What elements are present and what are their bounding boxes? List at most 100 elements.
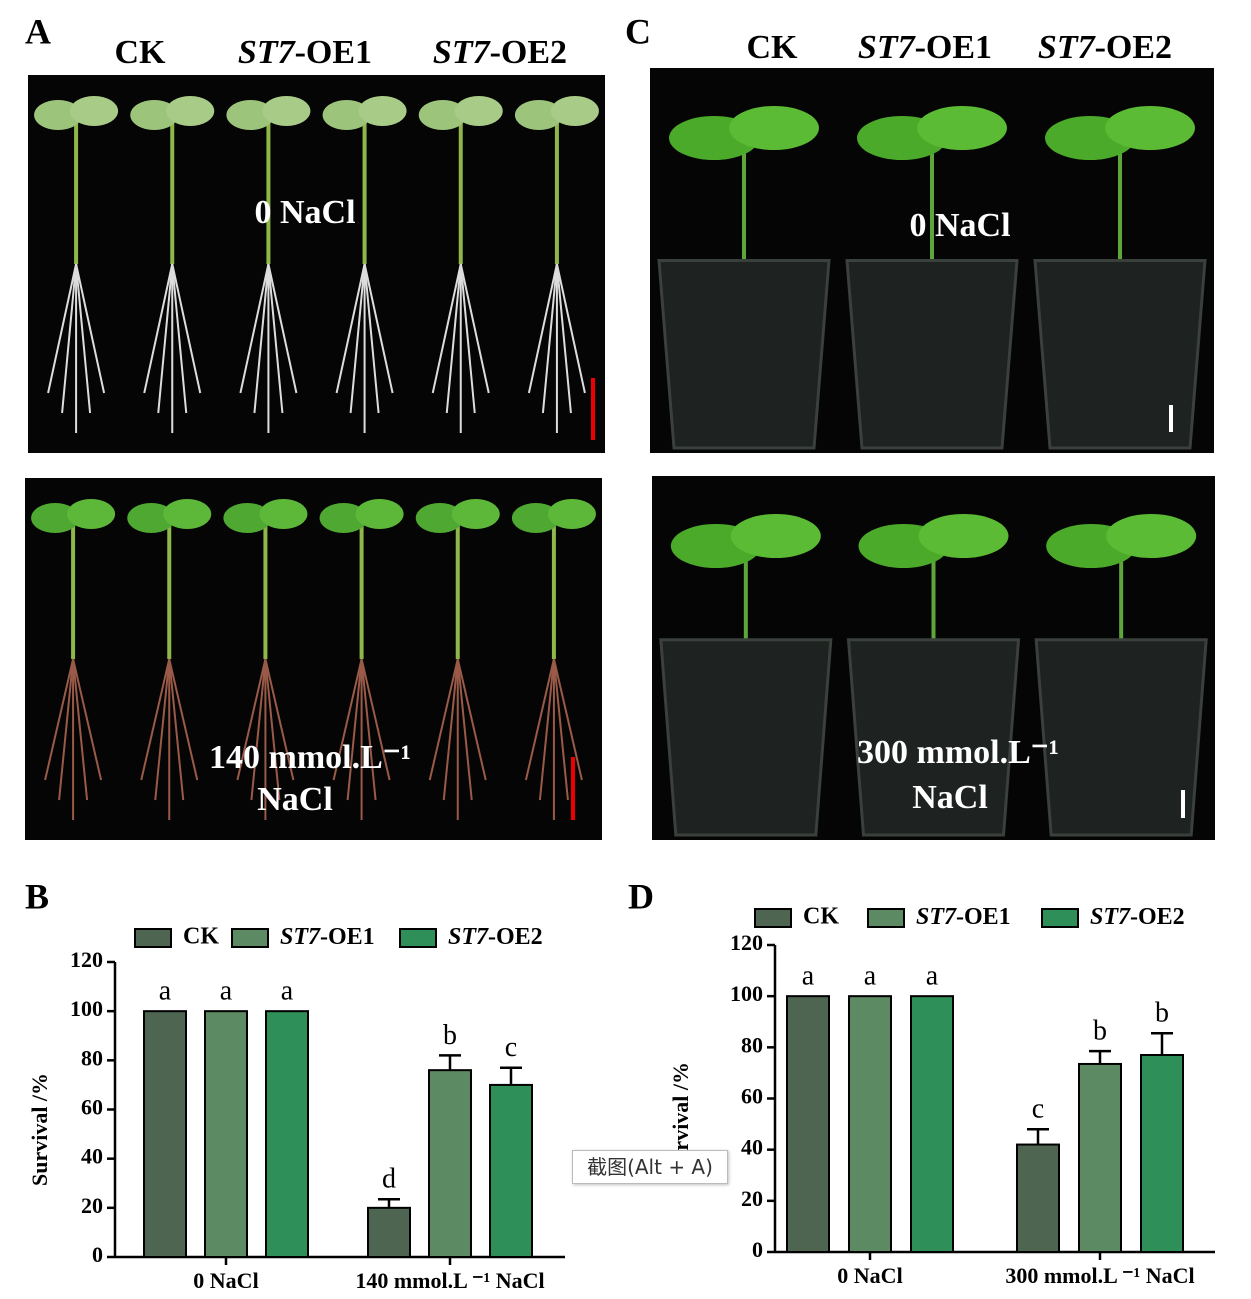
panel-label: A [25, 11, 51, 51]
root [58, 658, 75, 801]
root [360, 658, 377, 801]
y-tick-label: 0 [752, 1237, 763, 1262]
root [524, 658, 555, 781]
root [168, 658, 185, 801]
leaf [729, 106, 819, 150]
leaf [34, 100, 83, 130]
x-tick-label: 0 NaCl [193, 1268, 258, 1293]
pot [657, 259, 831, 450]
root [143, 263, 174, 394]
x-tick-label: 0 NaCl [837, 1263, 902, 1288]
root [61, 263, 78, 414]
treatment-label: NaCl [257, 781, 333, 818]
treatment-label: 0 NaCl [254, 194, 355, 231]
root [239, 263, 270, 394]
leaf [163, 499, 212, 529]
legend-swatch [1041, 908, 1079, 928]
root [363, 263, 380, 414]
root [555, 263, 572, 414]
error-bar [1151, 1032, 1173, 1056]
y-tick-label: 100 [730, 981, 763, 1006]
leaf [1106, 514, 1197, 558]
root [335, 263, 366, 394]
y-tick-label: 40 [81, 1144, 103, 1169]
y-tick-label: 100 [70, 996, 103, 1021]
y-tick-label: 80 [81, 1045, 103, 1070]
y-tick-label: 0 [92, 1242, 103, 1267]
leaf [262, 96, 311, 126]
leaf [259, 499, 308, 529]
significance-letter: b [1155, 998, 1169, 1029]
root [264, 658, 295, 781]
bar [848, 995, 892, 1254]
root [541, 263, 558, 414]
root [72, 658, 103, 781]
column-label: ST7-OE2 [433, 34, 567, 71]
root [44, 658, 75, 781]
pot [845, 259, 1019, 450]
leaf [226, 100, 275, 130]
bar [786, 995, 830, 1254]
legend-label: CK [183, 924, 219, 950]
column-label: ST7-OE2 [1038, 29, 1172, 66]
root [75, 263, 106, 394]
significance-letter: d [382, 1164, 396, 1195]
column-label: CK [747, 29, 799, 66]
significance-letter: c [505, 1032, 517, 1063]
y-axis-label: Survival /% [27, 1073, 52, 1186]
y-tick-label: 80 [741, 1032, 763, 1057]
root [140, 658, 171, 781]
legend-label: ST7-OE2 [448, 924, 543, 950]
legend-swatch [399, 928, 437, 948]
leaf [31, 503, 80, 533]
significance-letter: a [926, 961, 939, 992]
root [250, 658, 267, 801]
treatment-label: 300 mmol.L⁻¹ [857, 734, 1059, 771]
pot [659, 638, 833, 837]
root [360, 658, 391, 781]
leaf [319, 503, 368, 533]
y-tick-label: 60 [81, 1095, 103, 1120]
root [459, 263, 490, 394]
root [552, 658, 569, 801]
error-bar [1027, 1127, 1049, 1145]
leaf [514, 100, 563, 130]
bar [265, 1010, 309, 1259]
bar [1140, 1054, 1184, 1253]
pot [846, 638, 1021, 837]
error-bar [1089, 1049, 1111, 1064]
leaf [730, 514, 821, 558]
root [555, 263, 586, 394]
y-tick-label: 120 [70, 947, 103, 972]
root [75, 263, 92, 414]
leaf [418, 100, 467, 130]
tooltip: 截图(Alt + A) [572, 1150, 728, 1184]
leaf [511, 503, 560, 533]
legend-swatch [231, 928, 269, 948]
significance-letter: c [1032, 1094, 1044, 1125]
y-tick-label: 40 [741, 1135, 763, 1160]
error-bar [439, 1054, 461, 1071]
column-label: ST7-OE1 [858, 29, 992, 66]
root [253, 263, 270, 414]
bar [910, 995, 954, 1254]
bar [367, 1206, 411, 1259]
panel-label: D [628, 876, 654, 916]
bar [428, 1069, 472, 1258]
photo [25, 478, 602, 840]
legend-label: ST7-OE1 [280, 924, 375, 950]
root [168, 658, 199, 781]
root [538, 658, 555, 801]
error-bar [378, 1197, 400, 1208]
legend-swatch [754, 908, 792, 928]
root [456, 658, 487, 781]
leaf [451, 499, 500, 529]
leaf [918, 514, 1009, 558]
root [431, 263, 462, 394]
significance-letter: b [1093, 1016, 1107, 1047]
root [552, 658, 583, 781]
leaf [67, 499, 116, 529]
column-label: ST7-OE1 [238, 34, 372, 71]
